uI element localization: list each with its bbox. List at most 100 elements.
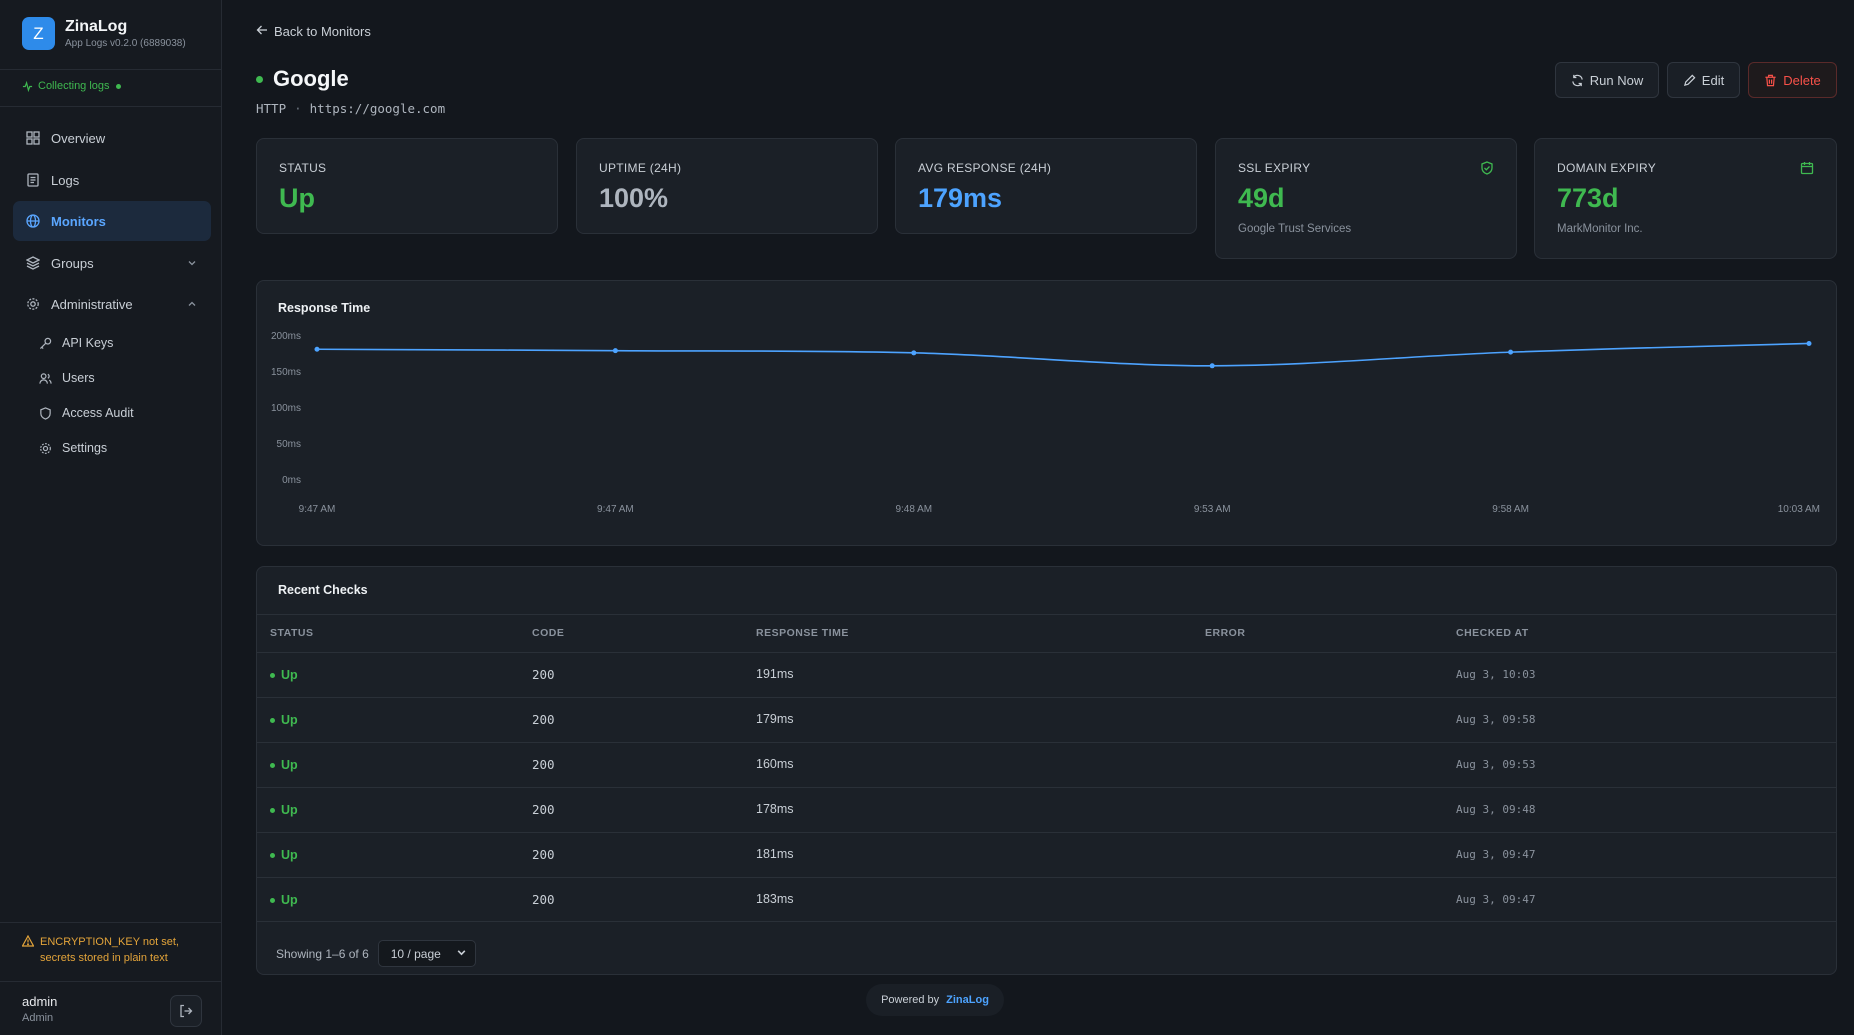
y-tick-label: 200ms [270,331,301,342]
powered-by-brand-link[interactable]: ZinaLog [946,994,989,1006]
gear-icon [38,441,53,456]
run-now-button[interactable]: Run Now [1555,62,1659,98]
x-tick-label: 9:47 AM [597,504,634,515]
user-role: Admin [22,1012,54,1024]
stat-card-uptime: UPTIME (24H) 100% [576,138,878,234]
response-time-cell: 183ms [756,892,794,906]
sidebar-item-monitors[interactable]: Monitors [13,201,211,241]
monitor-heading: Google [256,66,349,92]
encryption-warning: ENCRYPTION_KEY not set, secrets stored i… [21,934,207,966]
recent-checks-title: Recent Checks [278,583,368,597]
y-tick-label: 0ms [282,475,301,486]
globe-icon [25,213,41,229]
stat-sub: MarkMonitor Inc. [1557,223,1643,235]
sidebar-item-administrative[interactable]: Administrative [13,284,211,324]
sidebar: Z ZinaLog App Logs v0.2.0 (6889038) Coll… [0,0,222,1035]
layers-icon [25,255,41,271]
sidebar-item-api-keys[interactable]: API Keys [38,329,208,357]
sidebar-item-access-audit[interactable]: Access Audit [38,399,208,427]
divider [257,921,1836,922]
checked-at-cell: Aug 3, 09:47 [1456,893,1536,906]
code-cell: 200 [532,757,555,772]
logout-button[interactable] [170,995,202,1027]
data-point[interactable] [911,350,917,356]
brand[interactable]: Z ZinaLog App Logs v0.2.0 (6889038) [22,17,186,50]
page-title: Google [273,66,349,91]
checked-at-cell: Aug 3, 09:58 [1456,713,1536,726]
sidebar-item-label: Overview [51,130,106,146]
stat-value: 179ms [918,183,1003,213]
stat-label: AVG RESPONSE (24H) [918,161,1052,175]
status-cell: Up [270,668,298,682]
trash-icon [1764,74,1777,87]
sidebar-item-label: Groups [51,255,94,271]
user-name: admin [22,994,58,1009]
stat-value: 100% [599,183,669,213]
data-point[interactable] [1806,340,1812,346]
table-row: Up 200 160ms Aug 3, 09:53 [256,742,1836,787]
sidebar-item-overview[interactable]: Overview [13,118,211,158]
users-icon [38,371,53,386]
page-size-select[interactable]: 10 / page [377,940,476,967]
status-dot [270,852,275,858]
stat-label: UPTIME (24H) [599,161,682,175]
stat-sub: Google Trust Services [1238,223,1352,235]
app-logo: Z [22,17,55,50]
data-point[interactable] [314,346,320,352]
sidebar-item-users[interactable]: Users [38,364,208,392]
stat-card-status: STATUS Up [256,138,558,234]
calendar-icon [1800,161,1814,178]
column-header-code: CODE [532,627,565,639]
collecting-dot [115,83,121,89]
sidebar-item-settings[interactable]: Settings [38,434,208,462]
status-dot [270,807,275,813]
status-dot [270,717,275,723]
recent-checks-card: Recent Checks [256,566,1837,975]
status-text: Up [281,758,298,772]
stat-value: Up [279,183,315,213]
powered-by-label: Powered by [881,994,940,1006]
y-tick-label: 150ms [270,367,301,378]
delete-label: Delete [1783,72,1821,88]
sidebar-item-label: Users [62,371,95,385]
status-dot [270,762,275,768]
run-now-label: Run Now [1589,72,1644,88]
table-row: Up 200 181ms Aug 3, 09:47 [256,832,1836,877]
table-row: Up 200 179ms Aug 3, 09:58 [256,697,1836,742]
status-text: Up [281,713,298,727]
sidebar-item-label: Logs [51,172,80,188]
monitor-type: HTTP [256,101,287,116]
checked-at-cell: Aug 3, 09:48 [1456,803,1536,816]
status-cell: Up [270,848,298,862]
app-name: ZinaLog [65,18,128,35]
status-cell: Up [270,893,298,907]
pencil-icon [1683,74,1696,87]
logout-icon [180,1004,193,1018]
page-size-value: 10 / page [390,946,441,961]
delete-button[interactable]: Delete [1748,62,1837,98]
status-dot [256,75,263,83]
sidebar-item-label: Administrative [51,296,133,312]
sidebar-item-logs[interactable]: Logs [13,160,211,200]
column-header-checked-at: CHECKED AT [1456,627,1529,639]
gear-icon [25,296,41,312]
sidebar-item-groups[interactable]: Groups [13,243,211,283]
table-row: Up 200 191ms Aug 3, 10:03 [256,652,1836,697]
shield-icon [38,406,53,421]
monitor-url: https://google.com [309,101,446,116]
response-time-cell: 179ms [756,712,794,726]
response-time-chart [314,340,1812,369]
x-tick-label: 9:48 AM [895,504,933,515]
edit-button[interactable]: Edit [1667,62,1740,98]
key-icon [38,336,53,351]
data-point[interactable] [1209,363,1215,369]
divider [0,922,222,923]
x-tick-label: 9:58 AM [1492,504,1529,515]
warning-icon [21,934,35,966]
data-point[interactable] [1508,349,1514,355]
back-to-monitors-link[interactable]: Back to Monitors [256,24,371,39]
response-time-cell: 181ms [756,847,794,861]
chevron-up-icon [187,297,197,312]
data-point[interactable] [612,348,618,354]
pagination: Showing 1–6 of 6 10 / page [276,940,476,967]
